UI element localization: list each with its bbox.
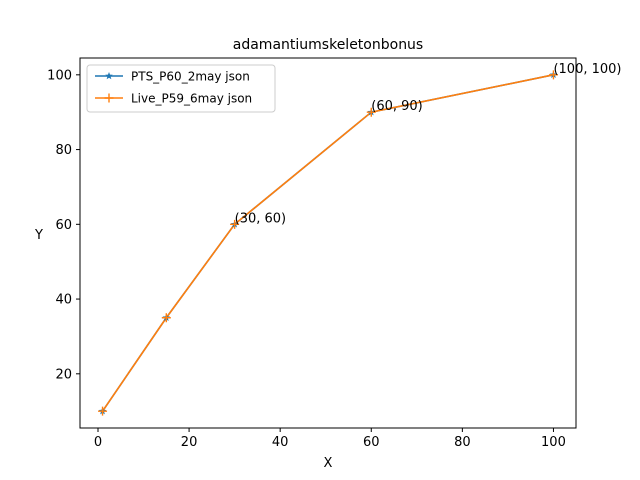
x-tick-label: 60 (363, 435, 380, 450)
legend-marker (105, 72, 113, 80)
x-axis-label: X (324, 456, 333, 471)
y-axis-label: Y (34, 228, 43, 243)
point-annotation: (100, 100) (553, 62, 621, 77)
x-tick-label: 100 (541, 435, 566, 450)
point-annotation: (30, 60) (235, 211, 287, 226)
x-tick-label: 80 (454, 435, 471, 450)
x-tick-label: 40 (272, 435, 289, 450)
x-tick-label: 0 (94, 435, 102, 450)
data-point (366, 107, 376, 117)
x-axis: 0 20 40 60 80 100 (94, 428, 566, 450)
legend-label: Live_P59_6may json (131, 92, 252, 106)
legend: PTS_P60_2may json Live_P59_6may json (86, 64, 276, 113)
legend-box (86, 64, 276, 113)
data-point (230, 219, 240, 229)
plot-area: (30, 60) (60, 90) (100, 100) (98, 62, 622, 416)
data-point (98, 406, 108, 416)
chart-title: adamantiumskeletonbonus (233, 37, 423, 53)
y-tick-label: 40 (55, 293, 72, 308)
legend-marker (104, 93, 114, 103)
legend-label: PTS_P60_2may json (131, 70, 250, 84)
x-tick-label: 20 (181, 435, 198, 450)
y-tick-label: 20 (55, 367, 72, 382)
data-point (548, 70, 558, 80)
point-annotation: (60, 90) (371, 99, 423, 114)
axes-frame (79, 57, 577, 429)
y-axis: 20 40 60 80 100 (47, 68, 80, 382)
y-tick-label: 60 (55, 218, 72, 233)
y-tick-label: 80 (55, 143, 72, 158)
data-point (161, 313, 171, 323)
y-tick-label: 100 (47, 68, 72, 83)
